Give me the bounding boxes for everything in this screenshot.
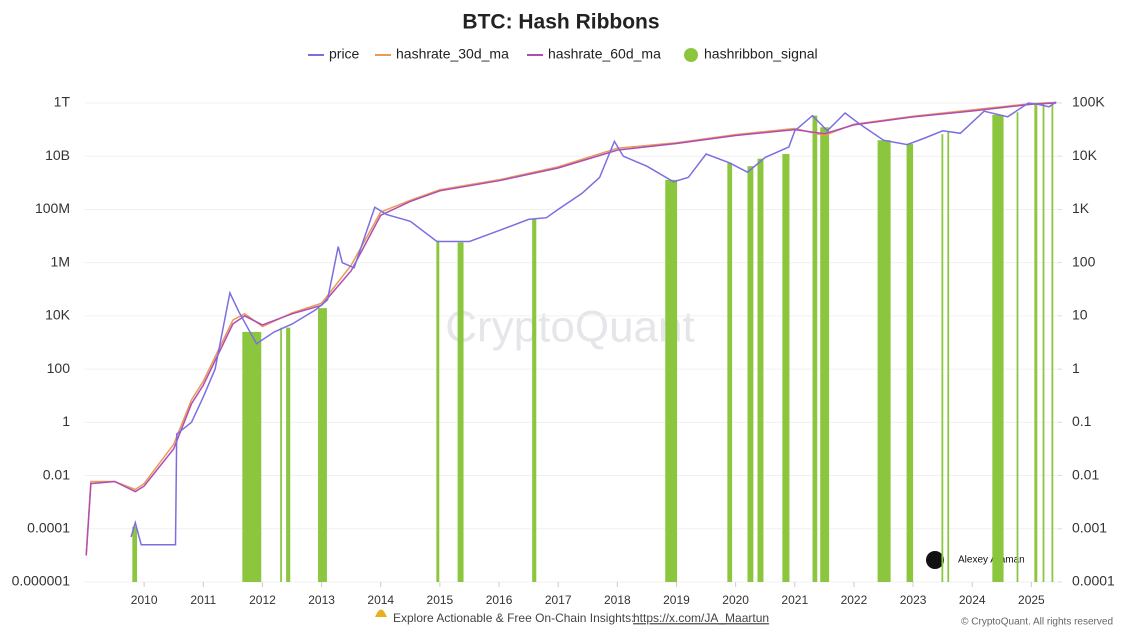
y-tick-label: 100 bbox=[47, 360, 71, 376]
legend-marker bbox=[684, 48, 698, 62]
y-tick-label: 1M bbox=[51, 253, 70, 269]
x-tick-label: 2011 bbox=[190, 593, 216, 607]
y-tick-label: 1 bbox=[62, 413, 70, 429]
y2-tick-label: 10K bbox=[1072, 147, 1098, 163]
signal-bar bbox=[1051, 103, 1054, 582]
signal-bar bbox=[906, 143, 914, 582]
signal-bar bbox=[665, 179, 678, 582]
legend-label: hashribbon_signal bbox=[704, 46, 818, 62]
x-tick-label: 2010 bbox=[131, 593, 158, 607]
x-tick-label: 2018 bbox=[604, 593, 631, 607]
signal-bar bbox=[877, 140, 891, 582]
signal-bar bbox=[532, 219, 537, 582]
y2-tick-label: 0.1 bbox=[1072, 413, 1092, 429]
signal-bar bbox=[318, 308, 327, 582]
x-tick-label: 2021 bbox=[781, 593, 808, 607]
signal-bar bbox=[436, 240, 440, 582]
y2-tick-label: 0.01 bbox=[1072, 466, 1099, 482]
footer-text: Explore Actionable & Free On-Chain Insig… bbox=[393, 611, 634, 625]
signal-bar bbox=[132, 526, 138, 582]
x-tick-label: 2022 bbox=[841, 593, 868, 607]
copyright: © CryptoQuant. All rights reserved bbox=[961, 617, 1113, 628]
signal-bar bbox=[242, 331, 262, 582]
watermark: CryptoQuant bbox=[445, 303, 694, 352]
series-line bbox=[130, 101, 1057, 546]
signal-bar bbox=[1034, 103, 1038, 582]
legend-label: hashrate_30d_ma bbox=[396, 46, 509, 62]
y2-tick-label: 100 bbox=[1072, 253, 1096, 269]
y-tick-label: 1T bbox=[54, 94, 71, 110]
x-tick-label: 2024 bbox=[959, 593, 986, 607]
signal-bar bbox=[457, 242, 464, 583]
signal-bar bbox=[727, 162, 733, 582]
bell-icon bbox=[375, 609, 387, 617]
y2-tick-label: 100K bbox=[1072, 94, 1105, 110]
signal-bar bbox=[812, 115, 818, 583]
x-tick-label: 2025 bbox=[1018, 593, 1045, 607]
x-tick-label: 2014 bbox=[367, 593, 394, 607]
signal-bar bbox=[782, 154, 790, 582]
x-tick-label: 2012 bbox=[249, 593, 276, 607]
signal-bar bbox=[280, 327, 282, 582]
y-tick-label: 0.000001 bbox=[12, 573, 71, 589]
y2-tick-label: 0.001 bbox=[1072, 519, 1107, 535]
x-tick-label: 2017 bbox=[545, 593, 572, 607]
legend-label: price bbox=[329, 46, 360, 62]
y2-tick-label: 1 bbox=[1072, 360, 1080, 376]
signal-bar bbox=[1016, 112, 1019, 582]
signal-bar bbox=[286, 327, 291, 582]
y-tick-label: 0.01 bbox=[43, 466, 70, 482]
signal-bar bbox=[947, 131, 950, 582]
signal-bar bbox=[820, 127, 830, 582]
author: Alexey Ataman bbox=[958, 555, 1025, 566]
signal-bar bbox=[992, 114, 1004, 582]
x-tick-label: 2013 bbox=[308, 593, 335, 607]
series-line bbox=[85, 101, 1057, 556]
y2-tick-label: 10 bbox=[1072, 307, 1088, 323]
x-tick-label: 2019 bbox=[663, 593, 690, 607]
author-icon bbox=[926, 551, 944, 569]
chart-title: BTC: Hash Ribbons bbox=[462, 11, 659, 34]
y2-tick-label: 0.0001 bbox=[1072, 573, 1115, 589]
footer-link[interactable]: https://x.com/JA_Maartun bbox=[633, 611, 769, 625]
signal-bar bbox=[757, 158, 764, 582]
signal-bar bbox=[941, 134, 944, 582]
x-tick-label: 2016 bbox=[486, 593, 513, 607]
legend-label: hashrate_60d_ma bbox=[548, 46, 661, 62]
y-tick-label: 10B bbox=[45, 147, 70, 163]
x-tick-label: 2020 bbox=[722, 593, 749, 607]
y-tick-label: 100M bbox=[35, 200, 70, 216]
signal-bar bbox=[1042, 104, 1045, 582]
series-line bbox=[85, 102, 1057, 556]
y2-tick-label: 1K bbox=[1072, 200, 1090, 216]
y-tick-label: 10K bbox=[45, 307, 71, 323]
signal-bar bbox=[747, 166, 754, 582]
x-tick-label: 2015 bbox=[427, 593, 454, 607]
x-tick-label: 2023 bbox=[900, 593, 927, 607]
y-tick-label: 0.0001 bbox=[27, 519, 70, 535]
